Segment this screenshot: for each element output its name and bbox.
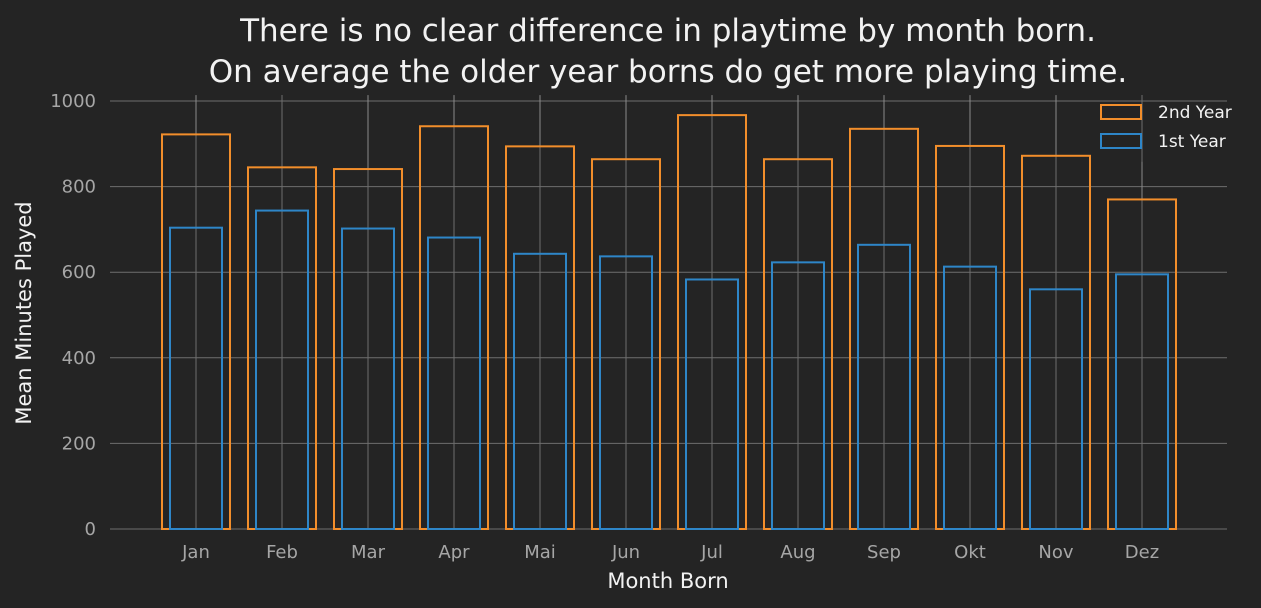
y-tick-label: 200 xyxy=(62,433,96,454)
x-tick-label: Aug xyxy=(780,542,815,563)
y-tick-label: 1000 xyxy=(50,91,96,112)
chart-title-line-1: There is no clear difference in playtime… xyxy=(239,13,1096,49)
chart-title-line-2: On average the older year borns do get m… xyxy=(209,54,1128,90)
x-tick-label: Okt xyxy=(954,542,986,563)
bar-first-year-apr xyxy=(427,236,481,530)
bar-first-year-jan xyxy=(169,226,223,531)
bar-first-year-jun xyxy=(599,255,653,530)
x-tick-label: Sep xyxy=(867,542,901,563)
bar-first-year-mai xyxy=(513,252,567,531)
x-tick-label: Mai xyxy=(524,542,556,563)
x-axis-label: Month Born xyxy=(607,569,728,593)
bar-first-year-feb xyxy=(255,209,309,530)
y-axis-label: Mean Minutes Played xyxy=(12,201,36,424)
bar-first-year-nov xyxy=(1029,288,1083,530)
x-tick-label: Jan xyxy=(181,542,210,563)
legend-label: 1st Year xyxy=(1158,132,1226,152)
x-tick-label: Apr xyxy=(438,542,470,563)
bar-first-year-sep xyxy=(857,243,911,530)
y-tick-label: 400 xyxy=(62,348,96,369)
legend: 2nd Year 1st Year xyxy=(1100,103,1232,152)
error-bars xyxy=(195,95,1143,200)
x-axis-ticks: Jan Feb Mar Apr Mai Jun Jul Aug Sep Okt Nov Dez xyxy=(181,542,1159,563)
y-tick-label: 0 xyxy=(85,519,96,540)
x-tick-label: Feb xyxy=(266,542,298,563)
x-tick-label: Jul xyxy=(700,542,723,563)
y-tick-label: 600 xyxy=(62,262,96,283)
bar-first-year-okt xyxy=(943,265,997,530)
grid-lines xyxy=(110,95,1227,530)
bar-first-year-jul xyxy=(685,278,739,531)
legend-label: 2nd Year xyxy=(1158,103,1232,123)
x-tick-label: Nov xyxy=(1038,542,1073,563)
bar-first-year-dez xyxy=(1115,273,1169,530)
legend-swatch xyxy=(1100,104,1142,120)
x-tick-label: Jun xyxy=(611,542,640,563)
x-tick-label: Mar xyxy=(351,542,386,563)
y-axis-ticks: 0 200 400 600 800 1000 xyxy=(50,91,96,540)
chart-title: There is no clear difference in playtime… xyxy=(209,13,1128,90)
legend-swatch xyxy=(1100,133,1142,149)
bar-first-year-aug xyxy=(771,261,825,530)
x-tick-label: Dez xyxy=(1125,542,1159,563)
bar-first-year-mar xyxy=(341,227,395,530)
y-tick-label: 800 xyxy=(62,177,96,198)
bars xyxy=(161,114,1177,531)
